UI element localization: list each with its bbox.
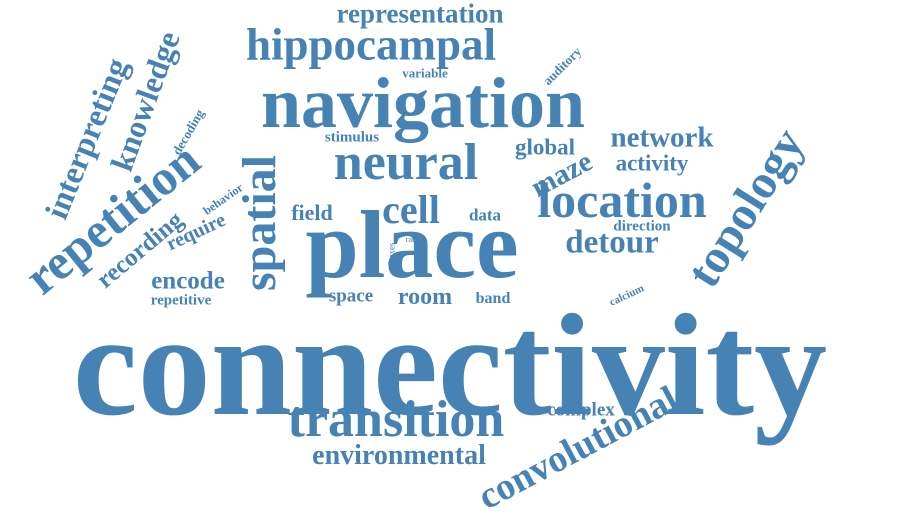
word-rat: rat xyxy=(405,235,415,244)
word-space: space xyxy=(328,285,374,307)
word-representation: representation xyxy=(336,0,504,29)
word-detour: detour xyxy=(565,224,659,261)
word-repetitive: repetitive xyxy=(150,292,212,309)
word-network: network xyxy=(610,121,714,154)
word-data: data xyxy=(468,205,502,225)
word-neural: neural xyxy=(333,134,479,191)
word-stimulus: stimulus xyxy=(324,129,380,146)
word-band: band xyxy=(475,290,511,307)
word-global: global xyxy=(514,134,576,160)
word-encode: encode xyxy=(151,267,225,295)
word-place: place xyxy=(305,191,519,298)
word-environmental: environmental xyxy=(312,440,486,471)
word-variable: variable xyxy=(402,65,448,81)
word-boxes: boxes xyxy=(386,242,397,264)
word-connectivity: connectivity xyxy=(72,284,828,446)
word-navigation: navigation xyxy=(260,63,586,143)
word-spatial: spatial xyxy=(233,154,286,292)
word-hippocampal: hippocampal xyxy=(245,19,497,70)
word-cell: cell xyxy=(382,187,440,232)
word-location: location xyxy=(537,172,707,228)
word-direction: direction xyxy=(613,218,671,235)
word-complex: complex xyxy=(547,399,615,421)
word-room: room xyxy=(397,284,453,310)
word-transition: transition xyxy=(287,391,505,448)
word-field: field xyxy=(291,200,333,225)
word-activity: activity xyxy=(615,150,689,176)
